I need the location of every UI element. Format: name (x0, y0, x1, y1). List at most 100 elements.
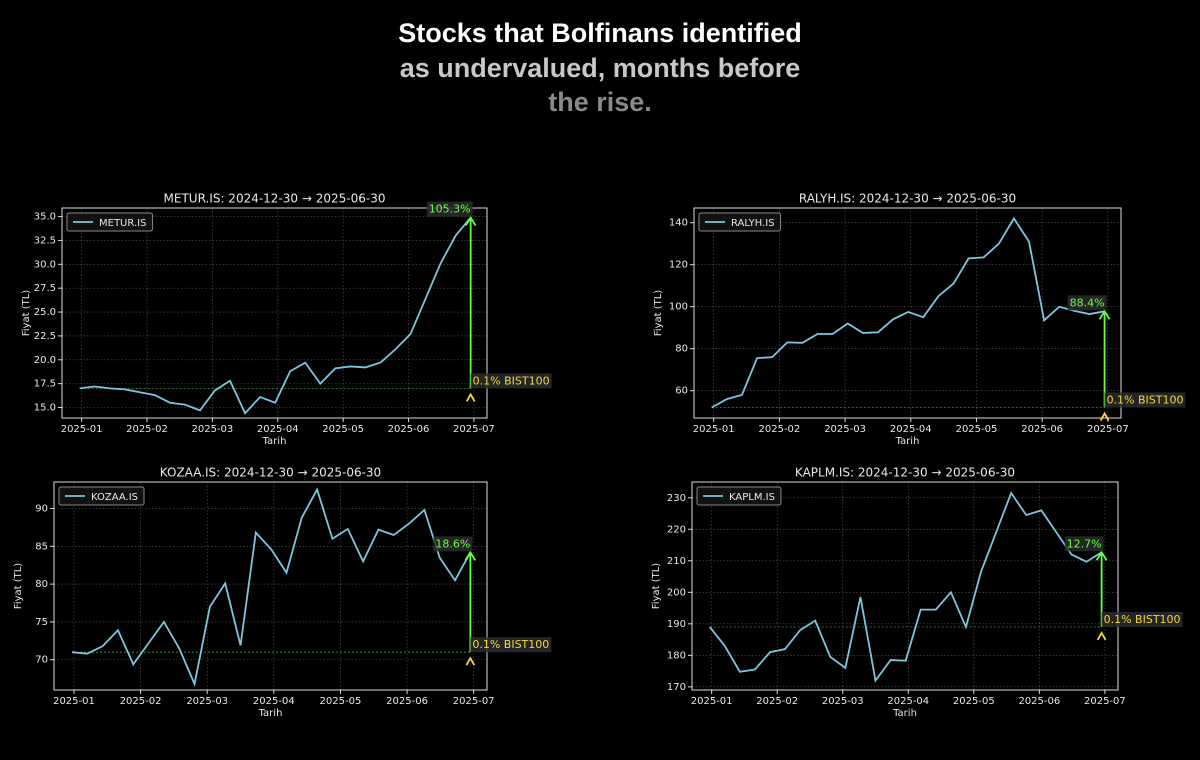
y-axis-label: Fiyat (TL) (651, 563, 662, 610)
legend-box (58, 486, 145, 506)
x-tick-label: 2025-04 (253, 696, 295, 707)
gain-label: 12.7% (1067, 537, 1102, 550)
y-tick-label: 15.0 (34, 403, 56, 414)
x-tick-label: 2025-02 (756, 696, 798, 707)
y-tick-label: 20.0 (34, 355, 56, 366)
chart-title: KAPLM.IS: 2024-12-30 → 2025-06-30 (795, 466, 1015, 480)
legend-label: METUR.IS (99, 218, 146, 229)
price-line (711, 216, 1105, 409)
x-tick-label: 2025-05 (320, 696, 362, 707)
y-tick-label: 180 (667, 650, 686, 661)
y-tick-label: 140 (669, 218, 688, 229)
x-tick-label: 2025-05 (322, 424, 364, 435)
y-tick-label: 90 (35, 503, 48, 514)
x-tick-label: 2025-01 (693, 424, 735, 435)
headline: as undervalued, months before (400, 53, 801, 83)
x-tick-label: 2025-01 (691, 696, 733, 707)
y-tick-label: 85 (35, 541, 48, 552)
gain-label: 88.4% (1070, 296, 1105, 309)
x-tick-label: 2025-04 (257, 424, 299, 435)
x-tick-label: 2025-02 (759, 424, 801, 435)
y-tick-label: 220 (667, 524, 686, 535)
plot-frame (61, 207, 488, 419)
x-tick-label: 2025-06 (1021, 424, 1063, 435)
label-background (470, 637, 552, 653)
x-tick-label: 2025-05 (953, 696, 995, 707)
x-axis-label: Tarih (258, 708, 283, 719)
y-tick-label: 100 (669, 302, 688, 313)
x-tick-label: 2025-06 (386, 696, 428, 707)
legend-label: RALYH.IS (731, 218, 775, 229)
y-axis-label: Fiyat (TL) (13, 563, 24, 610)
y-tick-label: 30.0 (34, 259, 56, 270)
x-tick-label: 2025-01 (61, 424, 103, 435)
label-background (1101, 611, 1183, 627)
y-axis-label: Fiyat (TL) (653, 290, 664, 337)
legend-label: KOZAA.IS (91, 492, 138, 503)
x-tick-label: 2025-01 (53, 696, 95, 707)
y-tick-label: 17.5 (34, 379, 56, 390)
x-tick-label: 2025-03 (824, 424, 866, 435)
x-tick-label: 2025-04 (887, 696, 929, 707)
gain-label: 18.6% (435, 537, 470, 550)
legend-box (696, 486, 782, 506)
y-tick-label: 22.5 (34, 331, 56, 342)
label-background (470, 373, 552, 389)
label-background (433, 536, 473, 552)
headline: the rise. (548, 87, 652, 117)
x-tick-label: 2025-02 (120, 696, 162, 707)
x-tick-label: 2025-04 (890, 424, 932, 435)
y-tick-label: 200 (667, 587, 686, 598)
y-tick-label: 25.0 (34, 307, 56, 318)
y-tick-label: 27.5 (34, 283, 56, 294)
x-tick-label: 2025-06 (1018, 696, 1060, 707)
x-tick-label: 2025-07 (1084, 696, 1126, 707)
y-tick-label: 75 (35, 617, 48, 628)
gain-arrow-head (464, 215, 477, 227)
legend-box (66, 212, 153, 232)
bench-marker (465, 392, 476, 402)
x-tick-label: 2025-02 (126, 424, 168, 435)
bench-marker (1099, 411, 1110, 421)
chart-title: RALYH.IS: 2024-12-30 → 2025-06-30 (799, 192, 1016, 206)
legend-box (698, 212, 782, 232)
x-tick-label: 2025-06 (388, 424, 430, 435)
x-tick-label: 2025-07 (453, 696, 495, 707)
chart-title: METUR.IS: 2024-12-30 → 2025-06-30 (164, 192, 386, 206)
label-background (1064, 536, 1104, 552)
y-tick-label: 35.0 (34, 212, 56, 223)
bench-label: 0.1% BIST100 (473, 374, 550, 387)
gain-arrow-head (1098, 309, 1111, 320)
bench-label: 0.1% BIST100 (1107, 394, 1184, 407)
x-tick-label: 2025-05 (956, 424, 998, 435)
price-line (79, 216, 472, 415)
gain-arrow-head (464, 550, 477, 561)
plot-frame (693, 207, 1122, 419)
x-tick-label: 2025-07 (453, 424, 495, 435)
chart-title: KOZAA.IS: 2024-12-30 → 2025-06-30 (160, 466, 381, 480)
plot-frame (53, 481, 488, 691)
y-tick-label: 230 (667, 493, 686, 504)
headline: Stocks that Bolfinans identified (398, 18, 802, 48)
y-tick-label: 70 (35, 655, 48, 666)
y-tick-label: 60 (675, 386, 688, 397)
y-tick-label: 190 (667, 619, 686, 630)
price-line (708, 491, 1103, 683)
x-tick-label: 2025-03 (822, 696, 864, 707)
x-axis-label: Tarih (895, 436, 920, 447)
plot-frame (691, 481, 1119, 691)
y-axis-label: Fiyat (TL) (21, 290, 32, 337)
y-tick-label: 120 (669, 260, 688, 271)
x-tick-label: 2025-03 (191, 424, 233, 435)
y-tick-label: 80 (35, 579, 48, 590)
price-line (71, 487, 472, 687)
x-tick-label: 2025-07 (1087, 424, 1129, 435)
x-axis-label: Tarih (892, 708, 917, 719)
y-tick-label: 170 (667, 682, 686, 693)
x-axis-label: Tarih (262, 436, 287, 447)
y-tick-label: 210 (667, 556, 686, 567)
gain-label: 105.3% (429, 203, 471, 216)
bench-marker (465, 656, 476, 666)
